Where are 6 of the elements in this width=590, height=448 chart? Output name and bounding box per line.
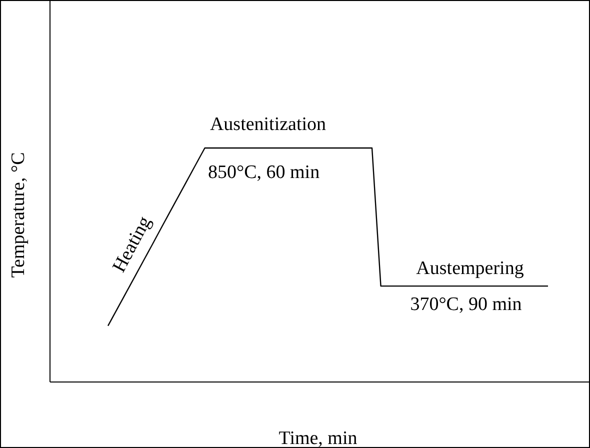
annotation: 850°C, 60 min	[208, 162, 320, 183]
text: Austenitization	[210, 114, 327, 135]
x-axis-title: Time, min	[278, 428, 358, 448]
y-axis-title: Temperature, °C	[8, 152, 29, 278]
annotation: 370°C, 90 min	[410, 294, 522, 315]
annotation: Austempering	[416, 258, 524, 279]
